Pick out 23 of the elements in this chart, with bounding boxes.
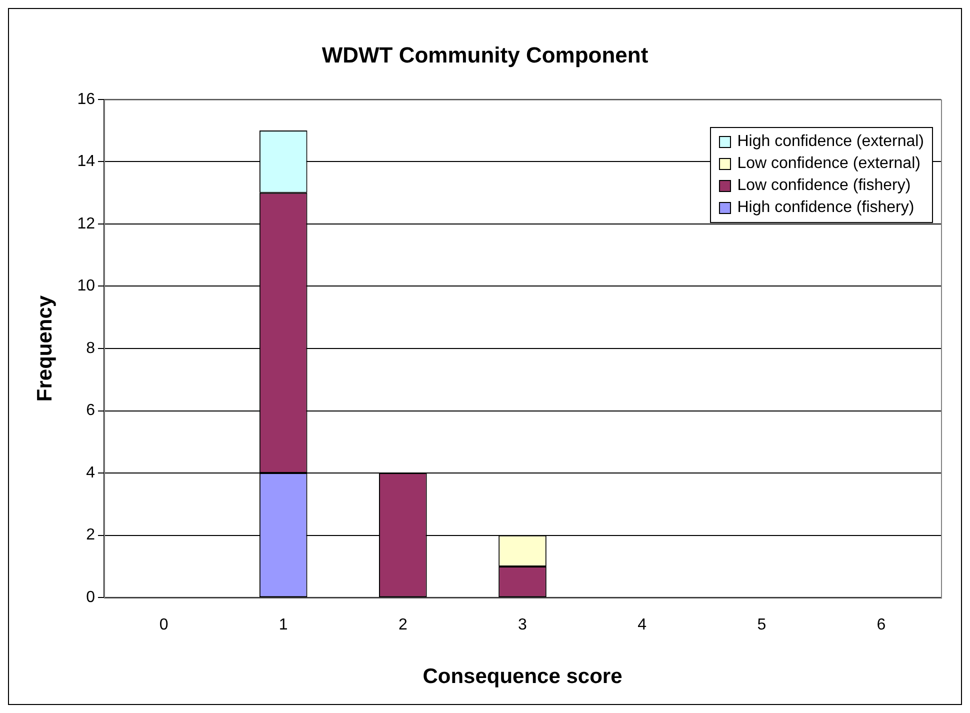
x-tick-label: 6	[876, 616, 886, 634]
y-tick-label: 16	[77, 90, 96, 108]
x-axis-title: Consequence score	[422, 665, 622, 688]
legend-label: Low confidence (fishery)	[737, 176, 911, 196]
y-axis-title: Frequency	[33, 295, 56, 402]
legend-label: Low confidence (external)	[737, 154, 920, 174]
y-tick-label: 14	[77, 153, 96, 170]
x-tick-label: 1	[278, 616, 288, 634]
y-tick-label: 6	[86, 402, 96, 420]
x-tick-label: 0	[159, 616, 168, 634]
y-tick-label: 0	[86, 589, 96, 606]
legend-label: High confidence (external)	[737, 132, 924, 152]
x-tick-label: 4	[638, 616, 647, 634]
y-tick-label: 8	[86, 340, 96, 357]
chart-title: WDWT Community Component	[322, 42, 649, 68]
x-tick-label: 5	[757, 616, 766, 634]
x-tick-label: 3	[518, 616, 528, 634]
x-tick-label: 2	[398, 616, 408, 634]
y-tick-label: 10	[77, 278, 96, 295]
y-tick-label: 12	[77, 215, 96, 232]
legend-label: High confidence (fishery)	[737, 198, 914, 218]
y-tick-label: 2	[86, 526, 96, 544]
y-tick-label: 4	[86, 464, 96, 482]
